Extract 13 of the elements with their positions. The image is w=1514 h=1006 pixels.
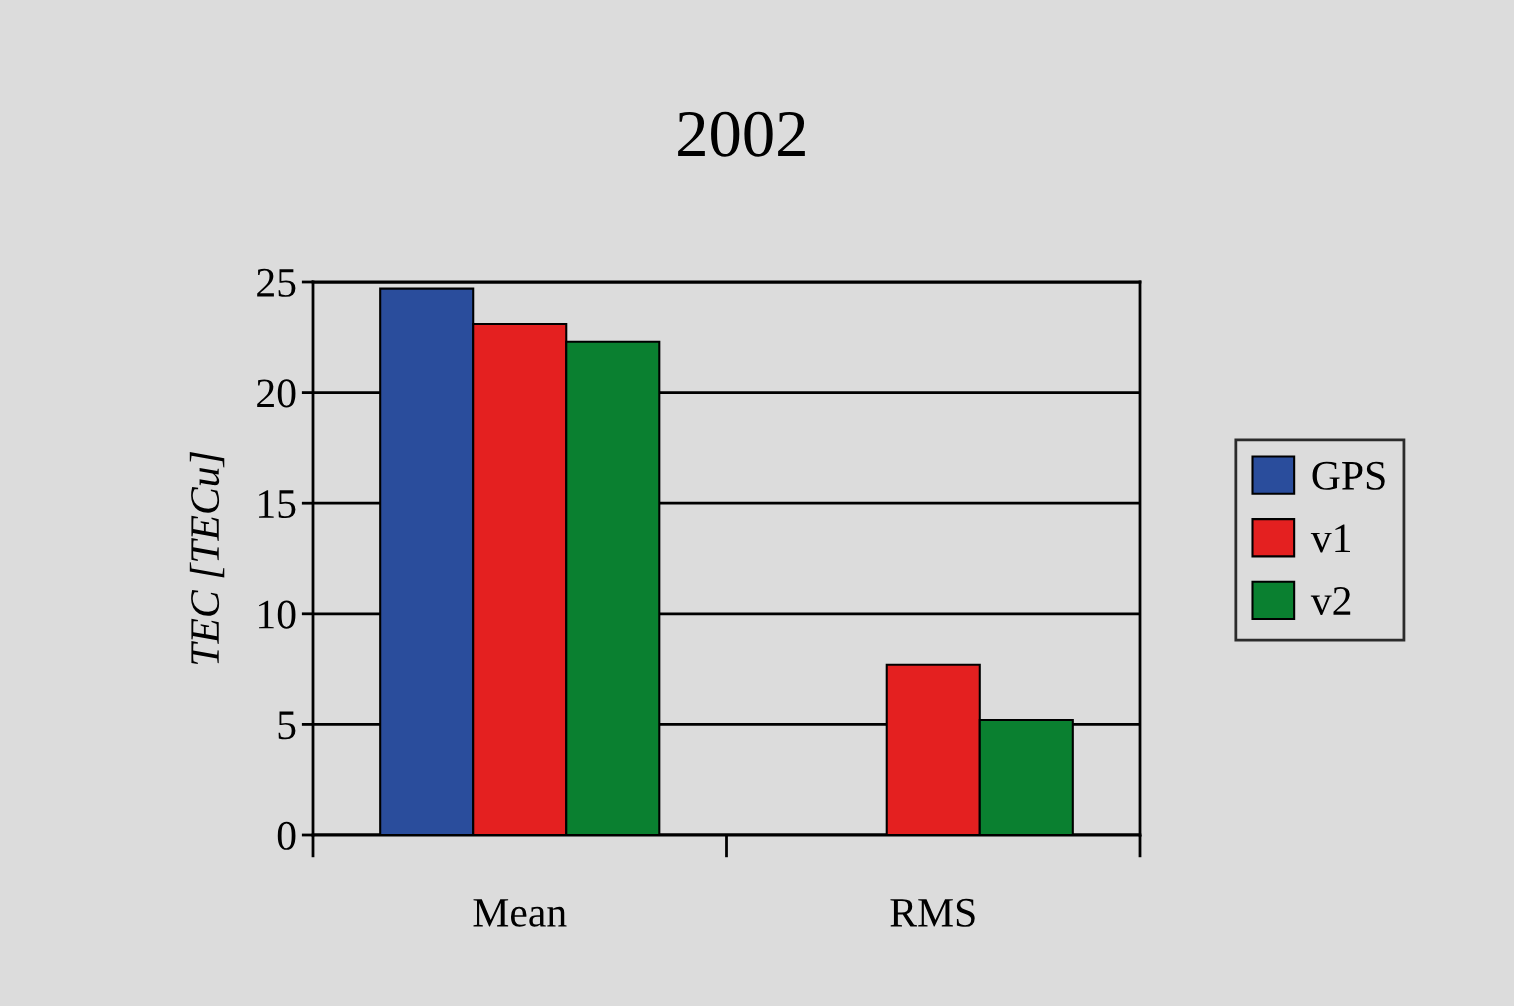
legend-label: v1 [1310, 524, 1350, 553]
y-axis-title: TEC [TECu] [189, 452, 225, 665]
legend-label: GPS [1312, 461, 1385, 490]
x-tick-label: Mean [473, 899, 567, 927]
y-tick-label: 15 [259, 490, 296, 519]
chart-title: 2002 [678, 111, 805, 157]
y-tick-label: 25 [257, 268, 296, 297]
y-tick-label: 5 [278, 711, 296, 740]
y-tick-label: 10 [259, 600, 296, 629]
legend-label: v2 [1310, 587, 1351, 616]
y-tick-label: 20 [257, 379, 296, 408]
y-tick-label: 0 [277, 821, 296, 850]
x-tick-label: RMS [890, 898, 975, 927]
